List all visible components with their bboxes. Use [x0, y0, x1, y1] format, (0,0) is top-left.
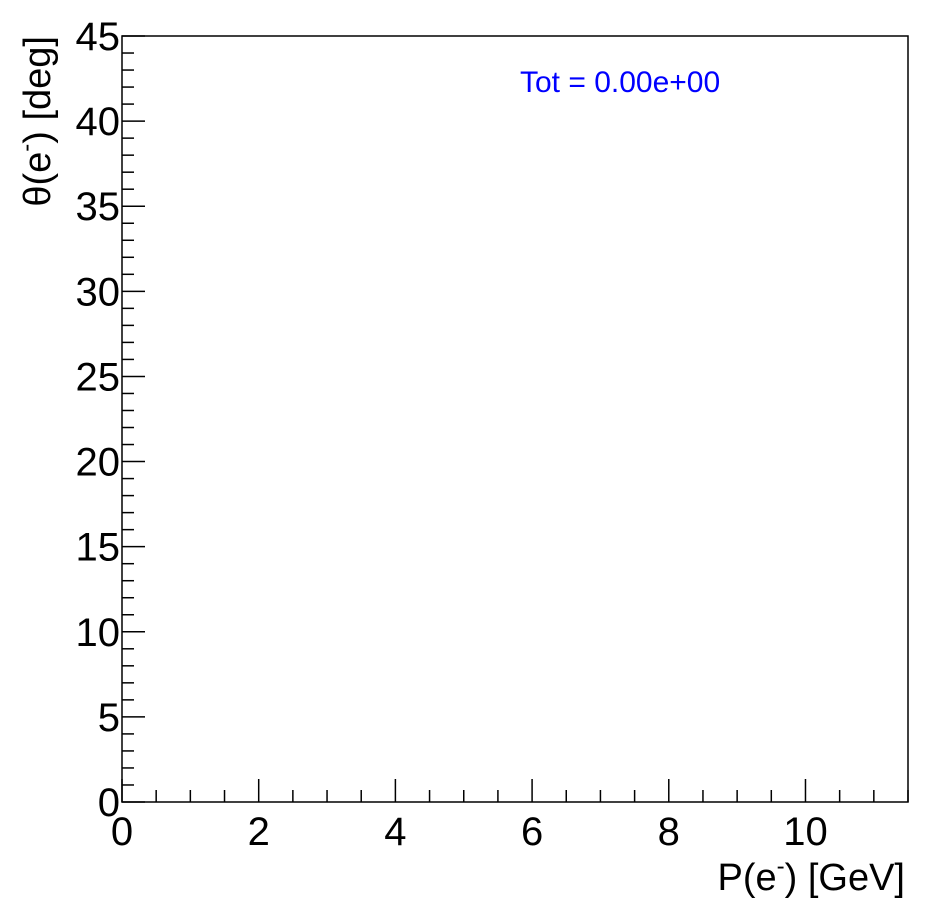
- x-tick-label: 6: [521, 810, 543, 854]
- x-tick-labels: 0 2 4 6 8 10: [111, 810, 828, 854]
- y-tick-label: 20: [76, 441, 121, 485]
- y-tick-label: 5: [98, 696, 120, 740]
- y-tick-label: 0: [98, 781, 120, 825]
- x-axis-title-pre: P(e: [717, 857, 776, 899]
- axis-ticks: [121, 35, 909, 803]
- x-tick-label: 8: [658, 810, 680, 854]
- y-axis-title-post: ) [deg]: [17, 36, 59, 144]
- x-tick-label: 0: [111, 810, 133, 854]
- y-axis-title: θ(e-) [deg]: [13, 36, 59, 207]
- y-tick-label: 45: [76, 15, 121, 59]
- y-tick-label: 15: [76, 526, 121, 570]
- y-axis-title-pre: θ(e: [17, 152, 59, 207]
- x-axis-title-post: ) [GeV]: [785, 857, 905, 899]
- y-tick-label: 10: [76, 611, 121, 655]
- x-axis-title: P(e-) [GeV]: [717, 853, 905, 899]
- y-axis-title-sup: -: [13, 144, 40, 152]
- y-tick-labels: 0 5 10 15 20 25 30 35 40 45: [76, 15, 121, 825]
- stats-annotation: Tot = 0.00e+00: [520, 66, 720, 99]
- y-tick-label: 25: [76, 355, 121, 399]
- x-tick-label: 10: [783, 810, 828, 854]
- y-tick-label: 30: [76, 270, 121, 314]
- plot-frame: [121, 35, 909, 803]
- x-axis-title-sup: -: [777, 853, 785, 880]
- x-tick-label: 4: [384, 810, 406, 854]
- x-tick-label: 2: [248, 810, 270, 854]
- y-tick-label: 35: [76, 185, 121, 229]
- y-tick-label: 40: [76, 100, 121, 144]
